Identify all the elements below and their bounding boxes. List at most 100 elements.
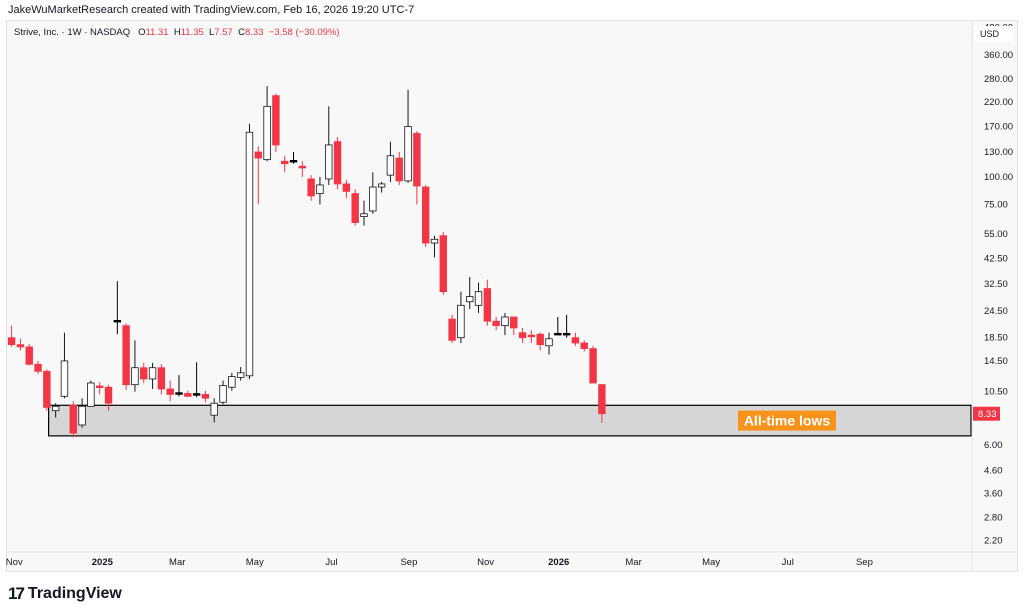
candle-body	[466, 296, 474, 303]
y-tick-label: 2.20	[984, 536, 1003, 547]
y-tick-label: 24.50	[984, 306, 1008, 317]
candle	[369, 172, 377, 214]
price-chart[interactable]: All-time lows 480.00360.00280.00220.0017…	[6, 20, 1018, 572]
y-tick-label: 4.60	[984, 465, 1003, 476]
candle	[562, 314, 571, 338]
y-tick-label: 280.00	[984, 74, 1013, 85]
candle	[69, 401, 77, 438]
candle-body	[43, 370, 51, 408]
x-tick-label: May	[702, 557, 720, 568]
candle-body	[7, 337, 16, 346]
candle-body	[325, 144, 333, 180]
candle	[325, 106, 333, 185]
candle-body	[483, 288, 492, 322]
candle	[510, 316, 518, 336]
high-label: H	[173, 27, 181, 38]
ohlc-legend: Strive, Inc. · 1W · NASDAQ O11.31 H11.35…	[14, 27, 340, 38]
candle	[307, 175, 315, 201]
candle	[201, 390, 210, 403]
candle-body	[580, 342, 588, 350]
candle	[254, 146, 262, 205]
candle	[413, 131, 421, 205]
candle-body	[386, 155, 395, 176]
last-price-badge: 8.33	[973, 406, 1000, 421]
candle	[148, 362, 157, 389]
high-value: 11.35	[180, 27, 204, 38]
candle-body	[96, 385, 104, 389]
currency-selector[interactable]: USD	[974, 26, 1014, 42]
candle	[466, 276, 474, 310]
candle-body	[536, 333, 544, 346]
candle-body	[421, 186, 430, 244]
candle	[571, 332, 580, 346]
candle-body	[598, 384, 606, 415]
y-axis: 480.00360.00280.00220.00170.00130.00100.…	[971, 20, 1013, 572]
candle	[439, 232, 447, 295]
y-tick-label: 14.50	[984, 356, 1008, 367]
candle-body	[369, 186, 377, 212]
candle	[157, 364, 166, 395]
candle-body	[554, 332, 562, 336]
candle-body	[316, 184, 324, 195]
y-tick-label: 100.00	[984, 172, 1013, 183]
candle	[333, 137, 342, 190]
candle-body	[245, 131, 254, 377]
candle-body	[562, 332, 571, 336]
y-tick-label: 32.50	[984, 279, 1008, 290]
x-tick-label: Mar	[169, 557, 185, 568]
candle	[245, 123, 254, 379]
candle	[87, 380, 95, 407]
candle-body	[430, 238, 439, 244]
candle-body	[474, 291, 483, 306]
all-time-lows-label: All-time lows	[738, 410, 836, 431]
open-label: O	[138, 27, 146, 38]
candle	[263, 86, 271, 162]
candle	[377, 181, 386, 193]
candle	[122, 323, 130, 390]
x-axis: Nov 2025 Mar May Jul Sep Nov 2026 Mar May Jul Sep	[6, 551, 1018, 568]
candle-body	[201, 394, 210, 399]
y-tick-label: 10.50	[984, 387, 1008, 398]
candle	[536, 332, 544, 351]
candle-body	[219, 385, 227, 403]
x-tick-label: Nov	[477, 557, 494, 568]
candle	[545, 332, 553, 355]
candle-body	[589, 348, 597, 384]
close-label: C	[238, 27, 245, 38]
candle-body	[272, 95, 280, 146]
candle	[78, 398, 86, 428]
x-tick-label: 2026	[548, 557, 569, 568]
candle	[272, 93, 280, 153]
low-value: 7.57	[214, 27, 233, 38]
candle-body	[351, 193, 359, 223]
candle-body	[377, 183, 386, 188]
candle	[175, 375, 183, 397]
candle	[501, 312, 509, 336]
candle-body	[527, 334, 536, 338]
candle-body	[140, 367, 148, 380]
candle-body	[457, 304, 465, 339]
change-value: −3.58 (−30.09%)	[268, 27, 340, 38]
candle	[351, 189, 359, 226]
candle	[518, 327, 527, 344]
y-tick-label: 130.00	[984, 147, 1013, 158]
y-tick-label: 2.80	[984, 513, 1003, 524]
candle-body	[439, 235, 447, 293]
chart-frame	[6, 20, 1018, 572]
candle-body	[157, 367, 166, 390]
candle	[16, 338, 25, 351]
candle-body	[254, 151, 262, 159]
tradingview-logo[interactable]: 17 TradingView	[8, 584, 122, 604]
candle	[96, 382, 104, 395]
candle	[60, 332, 69, 399]
candle-body	[87, 382, 95, 407]
y-tick-label: 42.50	[984, 254, 1008, 265]
x-tick-label: Jul	[325, 557, 337, 568]
candle	[34, 360, 42, 375]
x-tick-label: Nov	[6, 557, 23, 568]
tradingview-brand: TradingView	[27, 585, 122, 602]
candle	[342, 179, 351, 199]
candle	[430, 235, 439, 258]
low-label: L	[209, 27, 215, 38]
symbol-label: Strive, Inc. · 1W · NASDAQ	[14, 27, 131, 38]
